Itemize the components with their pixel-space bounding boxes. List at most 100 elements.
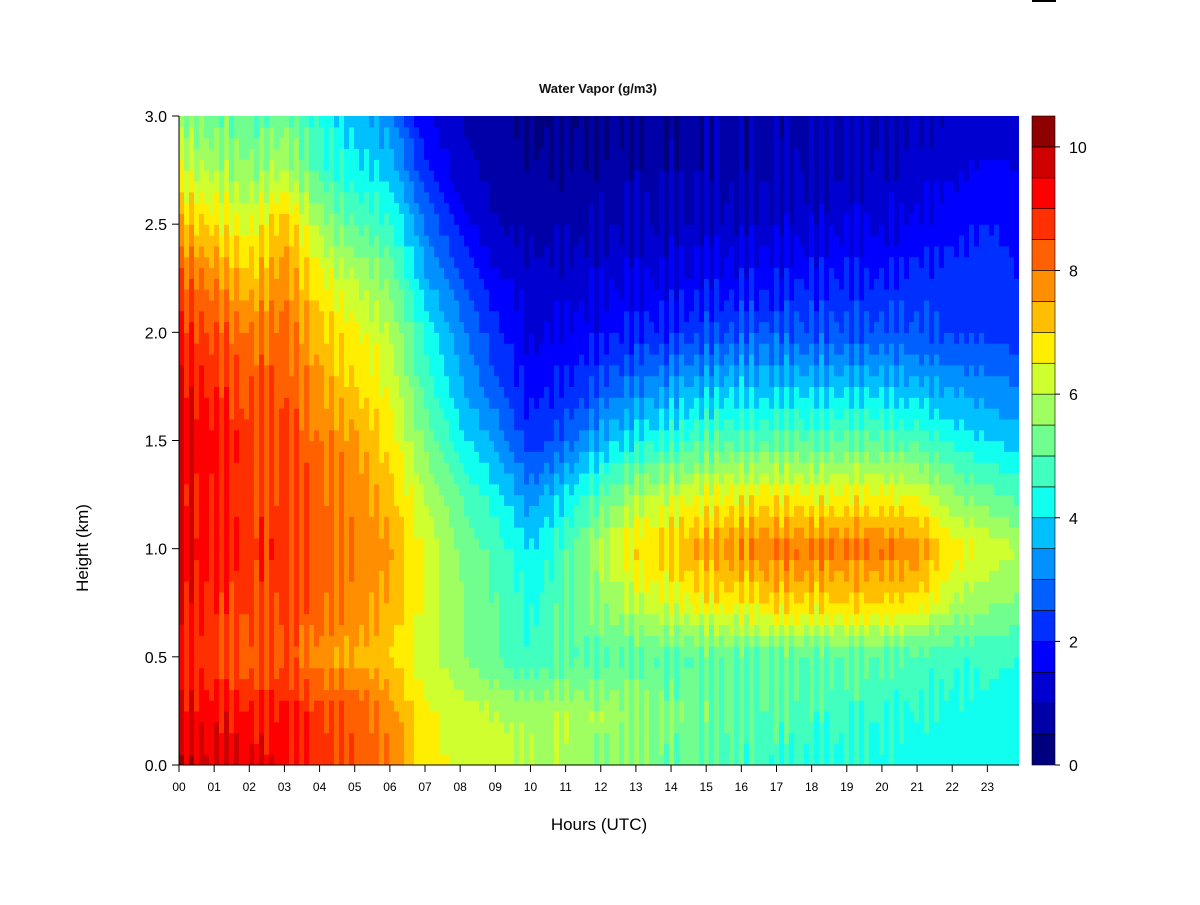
heatmap-cell: [729, 440, 735, 452]
heatmap-cell: [719, 516, 725, 528]
heatmap-cell: [899, 710, 905, 723]
heatmap-cell: [654, 678, 660, 690]
heatmap-cell: [439, 700, 445, 712]
heatmap-cell: [634, 537, 640, 550]
heatmap-cell: [489, 646, 495, 658]
heatmap-cell: [954, 451, 960, 463]
heatmap-cell: [934, 570, 940, 582]
heatmap-cell: [909, 602, 915, 615]
heatmap-cell: [274, 732, 280, 744]
heatmap-cell: [689, 656, 695, 669]
heatmap-cell: [264, 548, 270, 561]
heatmap-cell: [389, 570, 395, 582]
heatmap-cell: [304, 591, 310, 604]
heatmap-cell: [404, 494, 410, 506]
heatmap-cell: [259, 591, 265, 604]
heatmap-cell: [534, 689, 540, 701]
heatmap-cell: [454, 591, 460, 604]
heatmap-cell: [789, 602, 795, 615]
heatmap-cell: [604, 505, 610, 517]
heatmap-cell: [834, 667, 840, 680]
heatmap-cell: [1014, 483, 1019, 496]
heatmap-cell: [599, 646, 605, 658]
heatmap-cell: [789, 440, 795, 452]
heatmap-cell: [259, 451, 265, 463]
heatmap-cell: [534, 591, 540, 604]
heatmap-cell: [509, 635, 515, 647]
heatmap-cell: [229, 602, 235, 615]
heatmap-cell: [259, 667, 265, 680]
heatmap-cell: [894, 527, 900, 539]
heatmap-cell: [374, 591, 380, 604]
heatmap-cell: [394, 494, 400, 506]
heatmap-cell: [714, 624, 720, 636]
heatmap-cell: [459, 656, 465, 669]
heatmap-cell: [549, 635, 555, 647]
heatmap-cell: [259, 483, 265, 496]
heatmap-cell: [464, 494, 470, 506]
heatmap-cell: [489, 548, 495, 561]
heatmap-cell: [844, 678, 850, 690]
heatmap-cell: [664, 743, 670, 755]
heatmap-cell: [669, 581, 675, 593]
heatmap-cell: [799, 732, 805, 744]
heatmap-cell: [694, 440, 700, 452]
heatmap-cell: [544, 624, 550, 636]
heatmap-cell: [359, 440, 365, 452]
heatmap-cell: [229, 678, 235, 690]
heatmap-cell: [729, 721, 735, 734]
heatmap-cell: [329, 732, 335, 744]
heatmap-cell: [359, 613, 365, 625]
heatmap-cell: [849, 548, 855, 561]
heatmap-cell: [719, 689, 725, 701]
heatmap-cell: [464, 591, 470, 604]
heatmap-cell: [929, 591, 935, 604]
heatmap-cell: [1004, 505, 1010, 517]
heatmap-cell: [364, 646, 370, 658]
heatmap-cell: [249, 700, 255, 712]
heatmap-cell: [629, 483, 635, 496]
heatmap-cell: [559, 635, 565, 647]
heatmap-cell: [574, 581, 580, 593]
heatmap-cell: [734, 646, 740, 658]
heatmap-cell: [469, 581, 475, 593]
heatmap-cell: [279, 472, 285, 485]
heatmap-cell: [754, 624, 760, 636]
heatmap-cell: [529, 667, 535, 680]
heatmap-cell: [559, 613, 565, 625]
heatmap-cell: [1009, 700, 1015, 712]
heatmap-cell: [664, 732, 670, 744]
heatmap-cell: [749, 537, 755, 550]
heatmap-cell: [704, 613, 710, 625]
heatmap-cell: [399, 678, 405, 690]
heatmap-cell: [544, 646, 550, 658]
heatmap-cell: [679, 667, 685, 680]
heatmap-cell: [719, 646, 725, 658]
heatmap-cell: [694, 602, 700, 615]
heatmap-cell: [369, 440, 375, 452]
heatmap-cell: [639, 602, 645, 615]
heatmap-cell: [419, 667, 425, 680]
heatmap-cell: [609, 548, 615, 561]
heatmap-cell: [544, 667, 550, 680]
heatmap-cell: [739, 602, 745, 615]
heatmap-cell: [249, 472, 255, 485]
heatmap-cell: [219, 689, 225, 701]
heatmap-cell: [399, 689, 405, 701]
heatmap-cell: [259, 646, 265, 658]
heatmap-cell: [684, 440, 690, 452]
heatmap-cell: [449, 743, 455, 755]
heatmap-cell: [464, 602, 470, 615]
heatmap-cell: [199, 548, 205, 561]
heatmap-cell: [179, 700, 185, 712]
heatmap-cell: [699, 527, 705, 539]
heatmap-cell: [599, 602, 605, 615]
heatmap-cell: [764, 462, 770, 474]
heatmap-cell: [439, 527, 445, 539]
heatmap-cell: [424, 700, 430, 712]
heatmap-cell: [364, 602, 370, 615]
heatmap-cell: [654, 624, 660, 636]
heatmap-cell: [844, 516, 850, 528]
heatmap-cell: [664, 462, 670, 474]
heatmap-cell: [364, 516, 370, 528]
